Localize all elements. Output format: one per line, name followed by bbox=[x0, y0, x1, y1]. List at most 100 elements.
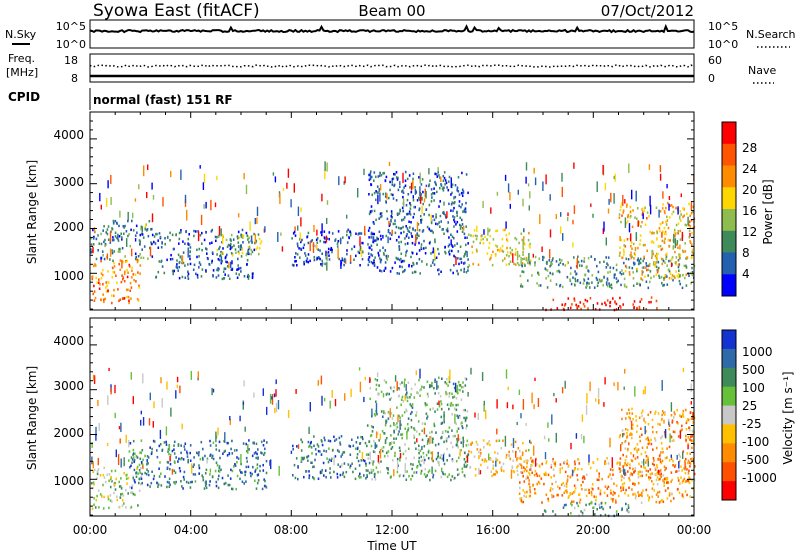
power-cell bbox=[373, 209, 376, 213]
power-cell bbox=[576, 305, 578, 309]
velocity-cell bbox=[236, 456, 238, 459]
nave-trace bbox=[89, 64, 695, 68]
power-cell bbox=[508, 255, 510, 258]
power-cell bbox=[349, 261, 352, 264]
velocity-cell bbox=[133, 479, 136, 482]
power-cell bbox=[633, 257, 635, 260]
power-cell bbox=[173, 269, 175, 273]
power-cell bbox=[591, 274, 594, 277]
velocity-cell bbox=[114, 481, 116, 485]
velocity-cell bbox=[209, 468, 212, 473]
power-cell bbox=[372, 240, 374, 244]
velocity-cell bbox=[465, 444, 468, 447]
velocity-cell bbox=[613, 482, 615, 485]
power-cell bbox=[413, 270, 416, 274]
velocity-cell bbox=[107, 497, 110, 501]
velocity-cell bbox=[537, 398, 540, 407]
power-cell bbox=[400, 252, 403, 255]
velocity-cell bbox=[516, 469, 519, 473]
velocity-cell bbox=[118, 480, 120, 484]
velocity-cell bbox=[470, 451, 473, 454]
power-cell bbox=[296, 242, 299, 245]
power-cell bbox=[672, 247, 675, 250]
velocity-cell bbox=[187, 458, 189, 462]
velocity-cell bbox=[216, 464, 219, 467]
power-cell bbox=[250, 235, 253, 241]
velocity-cell bbox=[108, 506, 110, 510]
power-cell bbox=[685, 284, 688, 287]
velocity-cell bbox=[582, 475, 585, 478]
velocity-cell bbox=[595, 398, 597, 402]
velocity-cell bbox=[694, 465, 696, 468]
power-cell bbox=[118, 235, 121, 238]
power-cell bbox=[659, 229, 661, 233]
power-colorbar-swatch bbox=[722, 165, 736, 188]
power-cell bbox=[377, 237, 379, 241]
velocity-cell bbox=[486, 466, 489, 469]
power-cell bbox=[434, 180, 436, 184]
power-cell bbox=[377, 175, 380, 178]
velocity-cell bbox=[483, 400, 485, 406]
velocity-cell bbox=[234, 464, 237, 467]
power-cell bbox=[528, 231, 530, 235]
velocity-cell bbox=[632, 417, 634, 421]
velocity-cell bbox=[390, 387, 393, 390]
velocity-cell bbox=[626, 412, 628, 415]
power-cell bbox=[630, 241, 633, 244]
velocity-cell bbox=[630, 472, 632, 475]
velocity-cell bbox=[151, 470, 153, 473]
power-cell bbox=[301, 238, 303, 242]
power-cell bbox=[466, 251, 468, 258]
velocity-cell bbox=[385, 419, 387, 422]
power-cell bbox=[488, 241, 491, 245]
velocity-cell bbox=[517, 464, 519, 468]
velocity-cell bbox=[109, 477, 112, 480]
power-cell bbox=[102, 273, 104, 277]
power-cell bbox=[116, 281, 118, 285]
velocity-cell bbox=[383, 455, 386, 458]
velocity-cell bbox=[627, 506, 630, 509]
velocity-cell bbox=[140, 419, 142, 426]
velocity-cell bbox=[378, 450, 381, 454]
power-cell bbox=[380, 238, 382, 241]
velocity-cell bbox=[551, 482, 553, 486]
power-cell bbox=[405, 251, 407, 254]
velocity-cell bbox=[442, 454, 445, 462]
power-cell bbox=[340, 237, 342, 245]
power-cell bbox=[644, 275, 646, 278]
velocity-cell bbox=[131, 484, 134, 487]
velocity-cell bbox=[159, 461, 161, 464]
power-cell bbox=[435, 173, 438, 176]
velocity-cell bbox=[562, 506, 565, 509]
power-cell bbox=[567, 212, 569, 217]
velocity-cell bbox=[436, 408, 439, 411]
velocity-cell bbox=[244, 426, 246, 432]
power-cell bbox=[684, 250, 687, 253]
velocity-cell bbox=[375, 403, 378, 414]
power-cell bbox=[691, 248, 694, 251]
velocity-y-title: Slant Range [km] bbox=[25, 366, 39, 470]
velocity-cell bbox=[396, 457, 399, 461]
power-cell bbox=[245, 184, 248, 195]
velocity-cell bbox=[477, 413, 479, 421]
power-cell bbox=[123, 272, 126, 276]
velocity-cell bbox=[621, 408, 623, 412]
velocity-cell bbox=[97, 489, 100, 492]
velocity-cell bbox=[682, 479, 684, 482]
power-cell bbox=[241, 251, 244, 255]
velocity-cell bbox=[517, 457, 519, 460]
velocity-cell bbox=[365, 464, 367, 467]
power-cell bbox=[575, 303, 577, 307]
power-cell bbox=[264, 226, 266, 232]
power-cell bbox=[311, 239, 313, 242]
velocity-cell bbox=[441, 471, 444, 474]
velocity-cell bbox=[481, 458, 484, 462]
velocity-cell bbox=[654, 410, 657, 413]
power-cell bbox=[423, 213, 425, 216]
velocity-cell bbox=[153, 440, 156, 443]
power-cell bbox=[538, 284, 540, 287]
velocity-cell bbox=[411, 403, 414, 406]
power-cell bbox=[154, 242, 157, 245]
power-cell bbox=[402, 195, 404, 199]
power-cell bbox=[321, 262, 324, 265]
